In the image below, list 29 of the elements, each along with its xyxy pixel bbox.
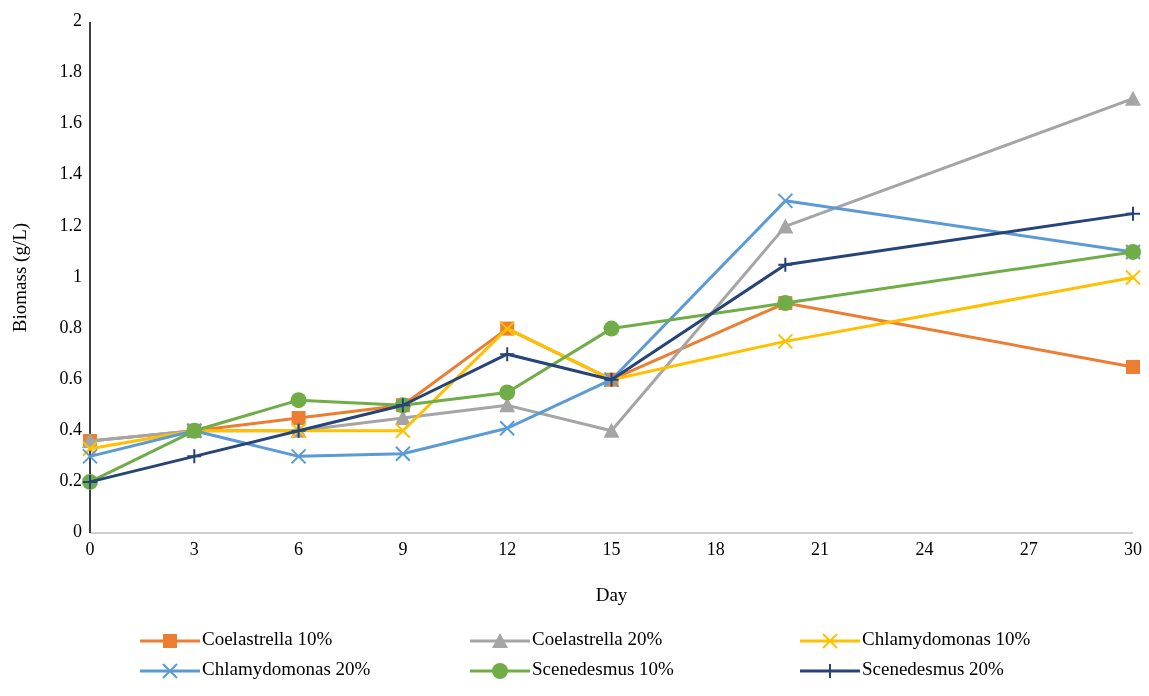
x-tick-label: 18: [706, 539, 725, 559]
x-axis-title: Day: [595, 584, 628, 605]
legend-label: Coelastrella 10%: [202, 628, 333, 650]
x-tick-label: 12: [498, 539, 517, 559]
x-tick-label: 15: [602, 539, 621, 559]
y-tick-label: 2: [73, 10, 82, 31]
x-tick-label: 27: [1019, 539, 1038, 559]
y-tick-label: 1.8: [59, 61, 82, 82]
legend-label: Chlamydomonas 20%: [202, 658, 371, 680]
legend-label: Scenedesmus 20%: [862, 658, 1005, 680]
y-tick-label: 1.2: [59, 214, 82, 235]
x-tick-label: 9: [398, 539, 408, 559]
y-tick-label: 0.6: [59, 367, 82, 388]
x-tick-label: 3: [189, 539, 199, 559]
legend-label: Chlamydomonas 10%: [862, 628, 1031, 650]
x-tick-label: 30: [1124, 539, 1142, 559]
y-tick-label: 0.4: [59, 418, 82, 439]
y-tick-label: 0.2: [59, 470, 82, 491]
y-tick-label: 1: [73, 265, 82, 286]
y-tick-label: 1.6: [59, 112, 82, 133]
x-tick-label: 21: [811, 539, 830, 559]
x-tick-label: 6: [294, 539, 304, 559]
legend-label: Coelastrella 20%: [532, 628, 663, 650]
x-tick-label: 24: [915, 539, 934, 559]
legend-label: Scenedesmus 10%: [532, 658, 675, 680]
y-tick-label: 1.4: [59, 163, 82, 184]
y-axis-title: Biomass (g/L): [9, 222, 31, 333]
y-tick-label: 0.8: [59, 316, 82, 337]
y-tick-label: 0: [73, 521, 82, 542]
